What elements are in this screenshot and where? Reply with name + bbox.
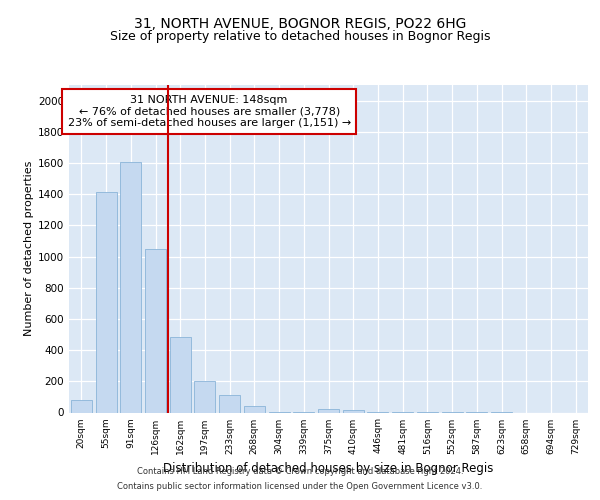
Text: Contains HM Land Registry data © Crown copyright and database right 2024.: Contains HM Land Registry data © Crown c… bbox=[137, 467, 463, 476]
Text: 31, NORTH AVENUE, BOGNOR REGIS, PO22 6HG: 31, NORTH AVENUE, BOGNOR REGIS, PO22 6HG bbox=[134, 18, 466, 32]
Text: Size of property relative to detached houses in Bognor Regis: Size of property relative to detached ho… bbox=[110, 30, 490, 43]
Bar bbox=[95, 192, 116, 412]
Text: Contains public sector information licensed under the Open Government Licence v3: Contains public sector information licen… bbox=[118, 482, 482, 491]
Bar bbox=[170, 337, 191, 412]
Bar bbox=[219, 396, 240, 412]
Bar bbox=[318, 408, 339, 412]
Bar bbox=[244, 406, 265, 412]
Bar bbox=[120, 162, 141, 412]
X-axis label: Distribution of detached houses by size in Bognor Regis: Distribution of detached houses by size … bbox=[163, 462, 494, 475]
Text: 31 NORTH AVENUE: 148sqm
← 76% of detached houses are smaller (3,778)
23% of semi: 31 NORTH AVENUE: 148sqm ← 76% of detache… bbox=[68, 95, 351, 128]
Bar bbox=[343, 410, 364, 412]
Bar bbox=[145, 248, 166, 412]
Bar bbox=[71, 400, 92, 412]
Bar bbox=[194, 382, 215, 412]
Y-axis label: Number of detached properties: Number of detached properties bbox=[24, 161, 34, 336]
